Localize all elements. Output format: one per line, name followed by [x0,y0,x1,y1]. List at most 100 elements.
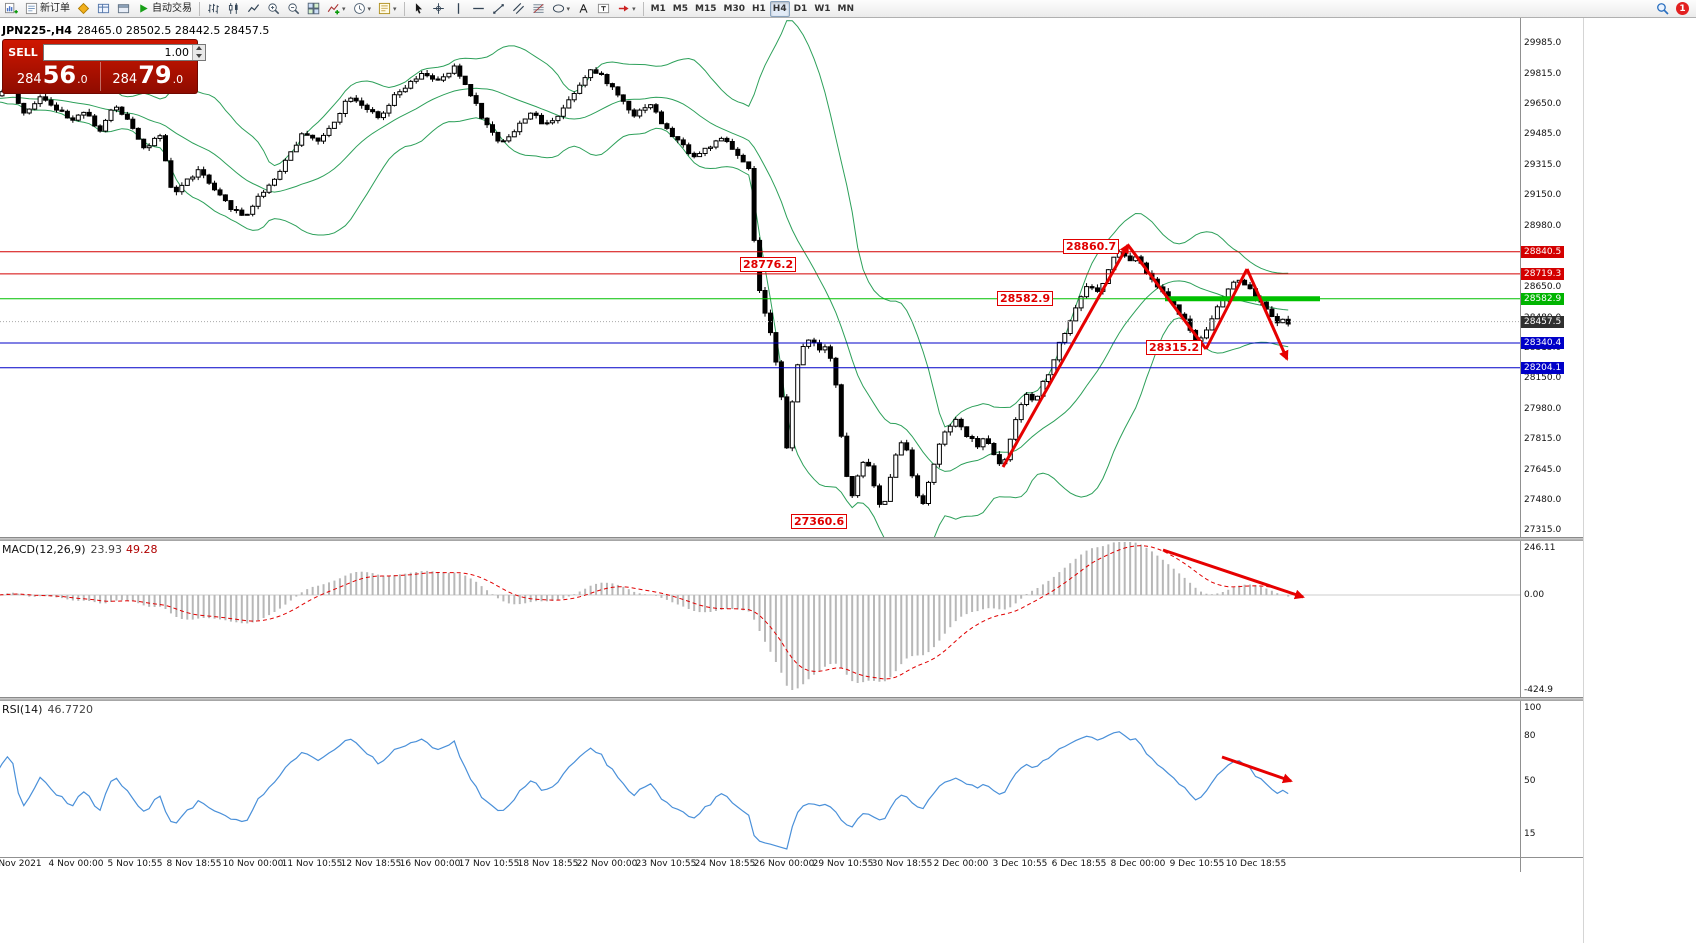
trend-arrow[interactable] [1245,268,1289,361]
tile-icon [307,2,320,15]
new-chart-button[interactable] [2,1,21,17]
label-icon [597,2,610,15]
volume-input[interactable] [44,44,192,60]
horizontal-line-button[interactable] [469,1,488,17]
main-chart-plot[interactable] [0,20,1520,553]
price-callout-label: 28315.2 [1146,340,1203,355]
trend-arrow[interactable] [1204,268,1249,350]
vline-icon [452,2,465,15]
arrow-objects-button[interactable]: ▾ [614,1,639,17]
fibonacci-button[interactable] [529,1,548,17]
buy-price-tail: .0 [172,73,184,86]
tf-m30-button[interactable]: M30 [721,1,748,17]
arrows-icon [617,2,630,15]
rsi-trend-arrow[interactable] [1221,755,1293,784]
symbol-search-button[interactable] [1653,1,1672,17]
rsi-panel-separator[interactable] [0,697,1583,701]
sell-price-button[interactable]: 284 56.0 [5,62,101,91]
macd-trend-arrow[interactable] [1162,548,1305,600]
time-axis-label: 8 Nov 18:55 [166,859,222,869]
template-icon [378,2,391,15]
tf-h4-label: H4 [772,3,787,14]
text-button[interactable] [574,1,593,17]
trend-arrow[interactable] [1001,243,1130,468]
autotrading-button[interactable]: 自动交易 [134,1,195,17]
tf-m5-button[interactable]: M5 [670,1,691,17]
chart-bars-button[interactable] [204,1,223,17]
terminal-button[interactable] [114,1,133,17]
price-axis-tick: 27815.0 [1524,434,1562,444]
shapes-icon [552,2,565,15]
price-line-tag: 28340.4 [1521,337,1565,349]
autotrading-icon [137,2,150,15]
time-axis-border [0,857,1583,858]
rsi-plot[interactable] [0,731,1293,850]
bollinger-band-line [0,87,1289,472]
macd-plot[interactable] [0,541,1520,690]
chevron-down-icon: ▾ [393,4,397,13]
chevron-down-icon: ▾ [342,4,346,13]
tf-m1-button[interactable]: M1 [648,1,669,17]
crosshair-button[interactable] [429,1,448,17]
cursor-icon [412,2,425,15]
shapes-button[interactable]: ▾ [549,1,574,17]
tf-w1-button[interactable]: W1 [811,1,833,17]
indicators-button[interactable]: ▾ [324,1,349,17]
equidistant-channel-button[interactable] [509,1,528,17]
new-order-icon [25,2,38,15]
autotrading-label: 自动交易 [152,2,192,14]
market-watch-icon [97,2,110,15]
time-axis-label: 11 Nov 10:55 [281,859,343,869]
buy-price-head: 284 [112,72,138,87]
time-axis-label: 12 Nov 18:55 [340,859,402,869]
vertical-line-button[interactable] [449,1,468,17]
templates-button[interactable]: ▾ [375,1,400,17]
zoom-in-button[interactable] [264,1,283,17]
price-axis-tick: 27315.0 [1524,525,1562,535]
volume-up-button[interactable] [193,44,205,52]
tf-mn-button[interactable]: MN [835,1,858,17]
rsi-indicator-label: RSI(14) 46.7720 [2,703,93,716]
rsi-axis-tick: 15 [1524,829,1536,839]
cursor-button[interactable] [409,1,428,17]
chevron-down-icon: ▾ [566,4,571,13]
notification-badge[interactable]: 1 [1676,2,1689,15]
market-watch-button[interactable] [94,1,113,17]
volume-spinner [192,44,205,60]
crosshair-icon [432,2,445,15]
trendline-button[interactable] [489,1,508,17]
time-axis-label: 8 Dec 00:00 [1110,859,1166,869]
chart-line-button[interactable] [244,1,263,17]
zoom-out-icon [287,2,300,15]
symbol-timeframe-label: JPN225-,H4 [2,24,72,37]
new-order-button[interactable]: 新订单 [22,1,73,17]
volume-down-button[interactable] [193,52,205,60]
sell-button[interactable]: SELL [8,45,38,59]
time-axis-label: 26 Nov 00:00 [753,859,815,869]
one-click-trading-panel: JPN225-,H4 28465.0 28502.5 28442.5 28457.… [2,24,269,94]
time-axis-label: 17 Nov 10:55 [458,859,520,869]
buy-price-button[interactable]: 284 79.0 [101,62,196,91]
toolbar-separator [199,1,200,16]
tf-m15-button[interactable]: M15 [692,1,719,17]
macd-value-2: 49.28 [126,543,158,556]
price-axis-border [1520,18,1521,872]
rsi-name: RSI(14) [2,703,43,716]
tf-h4-button[interactable]: H4 [769,0,790,17]
chart-candles-button[interactable] [224,1,243,17]
tf-h1-button[interactable]: H1 [749,1,769,17]
trend-arrow[interactable] [1126,244,1208,350]
tile-windows-button[interactable] [304,1,323,17]
metaeditor-button[interactable] [74,1,93,17]
zoom-out-button[interactable] [284,1,303,17]
macd-panel-separator[interactable] [0,537,1583,541]
text-label-button[interactable] [594,1,613,17]
tf-d1-button[interactable]: D1 [791,1,811,17]
toolbar-right: 1 [1653,1,1694,17]
periods-button[interactable]: ▾ [350,1,375,17]
rsi-axis-tick: 100 [1524,703,1542,713]
price-line-tag: 28840.5 [1521,246,1565,258]
buy-button[interactable]: BUY [213,45,239,59]
